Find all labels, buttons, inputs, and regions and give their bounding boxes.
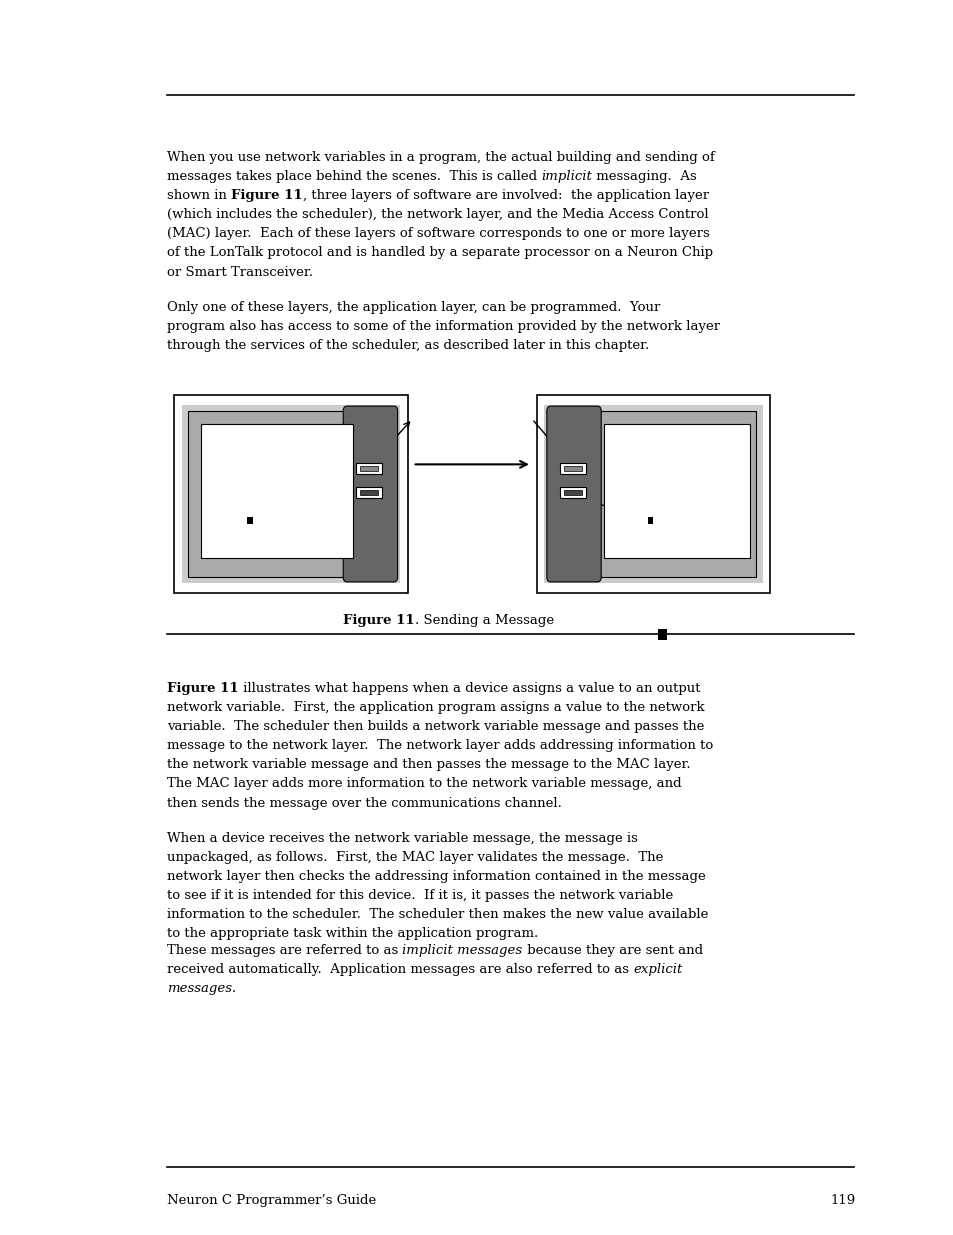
Bar <box>360 467 378 472</box>
Text: of the LonTalk protocol and is handled by a separate processor on a Neuron Chip: of the LonTalk protocol and is handled b… <box>167 246 712 259</box>
Text: (MAC) layer.  Each of these layers of software corresponds to one or more layers: (MAC) layer. Each of these layers of sof… <box>167 227 709 241</box>
Bar <box>536 395 769 593</box>
Bar <box>201 424 354 558</box>
FancyBboxPatch shape <box>546 406 600 582</box>
Bar <box>559 487 585 498</box>
Bar <box>563 467 581 472</box>
Text: Only one of these layers, the application layer, can be programmed.  Your: Only one of these layers, the applicatio… <box>167 300 659 314</box>
Text: program also has access to some of the information provided by the network layer: program also has access to some of the i… <box>167 320 720 333</box>
Text: because they are sent and: because they are sent and <box>522 944 702 957</box>
Text: These messages are referred to as: These messages are referred to as <box>167 944 402 957</box>
Text: 119: 119 <box>829 1194 854 1208</box>
Text: or Smart Transceiver.: or Smart Transceiver. <box>167 266 313 279</box>
Text: explicit: explicit <box>633 963 681 976</box>
Bar <box>647 517 653 525</box>
Text: , three layers of software are involved:  the application layer: , three layers of software are involved:… <box>302 189 708 203</box>
Bar <box>559 463 585 474</box>
Text: Figure 11: Figure 11 <box>343 614 415 627</box>
Text: Figure 11: Figure 11 <box>231 189 302 203</box>
Text: messages: messages <box>167 982 232 995</box>
Text: shown in: shown in <box>167 189 231 203</box>
Bar <box>173 395 407 593</box>
Text: information to the scheduler.  The scheduler then makes the new value available: information to the scheduler. The schedu… <box>167 909 707 921</box>
Bar <box>658 629 666 640</box>
FancyBboxPatch shape <box>343 406 397 582</box>
Text: network layer then checks the addressing information contained in the message: network layer then checks the addressing… <box>167 871 705 883</box>
Text: to see if it is intended for this device.  If it is, it passes the network varia: to see if it is intended for this device… <box>167 889 673 903</box>
Text: illustrates what happens when a device assigns a value to an output: illustrates what happens when a device a… <box>238 682 700 695</box>
Text: through the services of the scheduler, as described later in this chapter.: through the services of the scheduler, a… <box>167 338 649 352</box>
Bar <box>181 405 400 583</box>
Text: messaging.  As: messaging. As <box>592 170 697 183</box>
Bar <box>603 424 749 558</box>
Text: received automatically.  Application messages are also referred to as: received automatically. Application mess… <box>167 963 633 976</box>
Text: message to the network layer.  The network layer adds addressing information to: message to the network layer. The networ… <box>167 739 713 752</box>
Text: implicit messages: implicit messages <box>402 944 522 957</box>
Bar <box>356 463 382 474</box>
Text: Neuron C Programmer’s Guide: Neuron C Programmer’s Guide <box>167 1194 375 1208</box>
Text: implicit: implicit <box>540 170 592 183</box>
Bar <box>543 405 762 583</box>
Text: variable.  The scheduler then builds a network variable message and passes the: variable. The scheduler then builds a ne… <box>167 720 703 734</box>
Text: . Sending a Message: . Sending a Message <box>415 614 554 627</box>
Bar <box>360 490 378 495</box>
Text: When a device receives the network variable message, the message is: When a device receives the network varia… <box>167 832 638 845</box>
Text: then sends the message over the communications channel.: then sends the message over the communic… <box>167 797 561 810</box>
Text: to the appropriate task within the application program.: to the appropriate task within the appli… <box>167 927 537 941</box>
Bar <box>247 517 253 525</box>
Text: (which includes the scheduler), the network layer, and the Media Access Control: (which includes the scheduler), the netw… <box>167 207 708 221</box>
Bar <box>563 490 581 495</box>
Text: network variable.  First, the application program assigns a value to the network: network variable. First, the application… <box>167 701 704 714</box>
Text: .: . <box>232 982 236 995</box>
Bar <box>188 411 394 577</box>
Text: unpackaged, as follows.  First, the MAC layer validates the message.  The: unpackaged, as follows. First, the MAC l… <box>167 851 662 864</box>
Bar <box>550 411 756 577</box>
Text: The MAC layer adds more information to the network variable message, and: The MAC layer adds more information to t… <box>167 778 680 790</box>
Text: the network variable message and then passes the message to the MAC layer.: the network variable message and then pa… <box>167 758 690 772</box>
Text: messages takes place behind the scenes.  This is called: messages takes place behind the scenes. … <box>167 170 540 183</box>
Bar <box>356 487 382 498</box>
Text: When you use network variables in a program, the actual building and sending of: When you use network variables in a prog… <box>167 151 714 164</box>
Text: Figure 11: Figure 11 <box>167 682 238 695</box>
